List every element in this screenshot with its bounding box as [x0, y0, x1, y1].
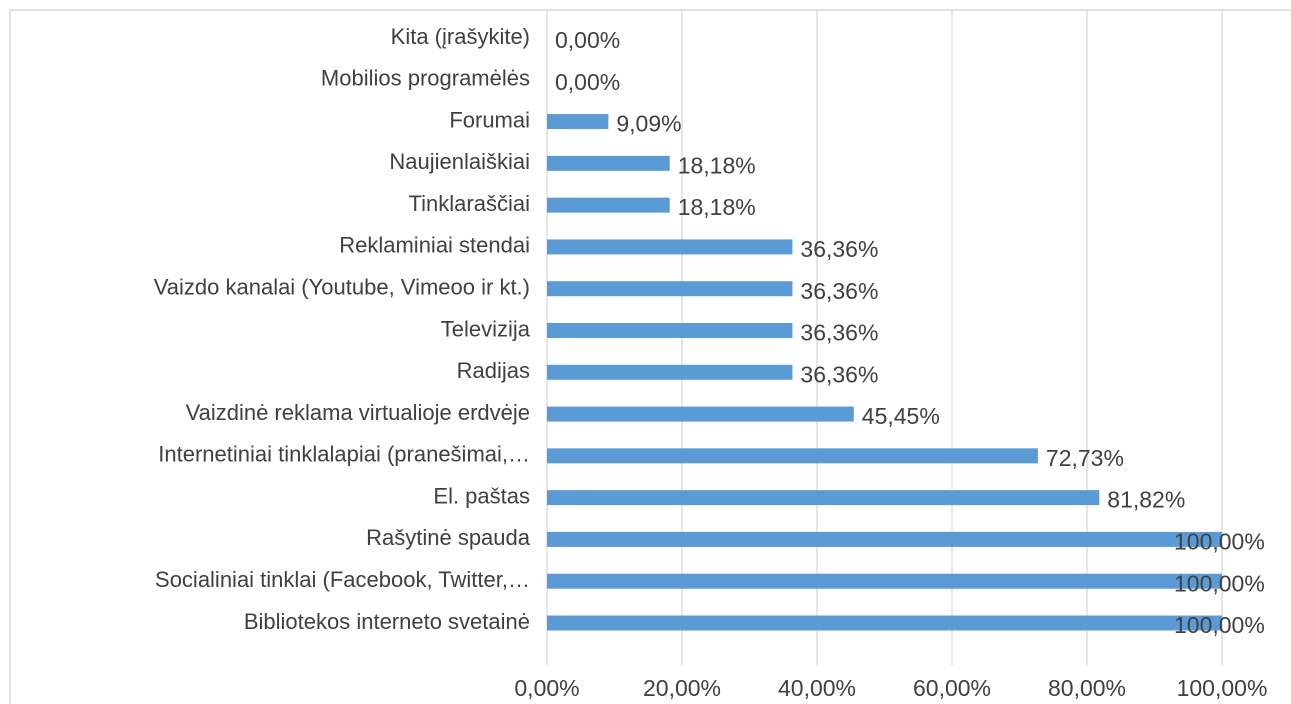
bar	[547, 155, 670, 171]
data-label: 36,36%	[800, 278, 878, 304]
y-tick-label: Televizija	[441, 316, 531, 341]
data-label: 100,00%	[1174, 529, 1265, 555]
data-label: 45,45%	[862, 403, 940, 429]
bar	[547, 239, 793, 255]
x-tick-label: 20,00%	[643, 675, 721, 701]
bar	[547, 573, 1222, 589]
data-label: 0,00%	[555, 27, 620, 53]
data-label: 81,82%	[1107, 487, 1185, 513]
y-tick-label: Naujienlaiškiai	[389, 149, 530, 174]
x-tick-label: 100,00%	[1177, 675, 1268, 701]
bar	[547, 448, 1038, 464]
bar	[547, 406, 854, 422]
x-tick-label: 60,00%	[913, 675, 991, 701]
bar	[547, 615, 1222, 631]
y-tick-label: Socialiniai tinklai (Facebook, Twitter,…	[155, 567, 530, 592]
data-label: 36,36%	[800, 320, 878, 346]
y-tick-label: Radijas	[457, 358, 530, 383]
y-tick-label: Kita (įrašykite)	[391, 24, 530, 49]
y-tick-label: Vaizdo kanalai (Youtube, Vimeoo ir kt.)	[154, 275, 530, 300]
bar	[547, 114, 609, 130]
bar	[547, 531, 1222, 547]
y-tick-label: Mobilios programėlės	[321, 66, 530, 91]
chart-frame	[9, 9, 1291, 704]
data-label: 18,18%	[678, 194, 756, 220]
data-label: 18,18%	[678, 152, 756, 178]
bar	[547, 490, 1100, 506]
y-tick-label: Reklaminiai stendai	[339, 233, 530, 258]
y-tick-label: El. paštas	[433, 483, 530, 508]
y-tick-label: Tinklaraščiai	[409, 191, 530, 216]
data-label: 72,73%	[1046, 445, 1124, 471]
bar	[547, 197, 670, 213]
x-tick-label: 80,00%	[1048, 675, 1126, 701]
data-label: 100,00%	[1174, 612, 1265, 638]
data-label: 36,36%	[800, 361, 878, 387]
y-tick-label: Rašytinė spauda	[366, 525, 531, 550]
x-tick-label: 40,00%	[778, 675, 856, 701]
data-label: 36,36%	[800, 236, 878, 262]
bar	[547, 281, 793, 297]
x-tick-label: 0,00%	[514, 675, 579, 701]
data-label: 100,00%	[1174, 570, 1265, 596]
data-label: 9,09%	[616, 111, 681, 137]
data-label: 0,00%	[555, 69, 620, 95]
bar	[547, 364, 793, 380]
y-tick-label: Bibliotekos interneto svetainė	[244, 609, 530, 634]
y-tick-label: Vaizdinė reklama virtualioje erdvėje	[186, 400, 530, 425]
y-tick-label: Internetiniai tinklalapiai (pranešimai,…	[158, 442, 530, 467]
bar	[547, 323, 793, 338]
y-tick-label: Forumai	[449, 107, 530, 132]
